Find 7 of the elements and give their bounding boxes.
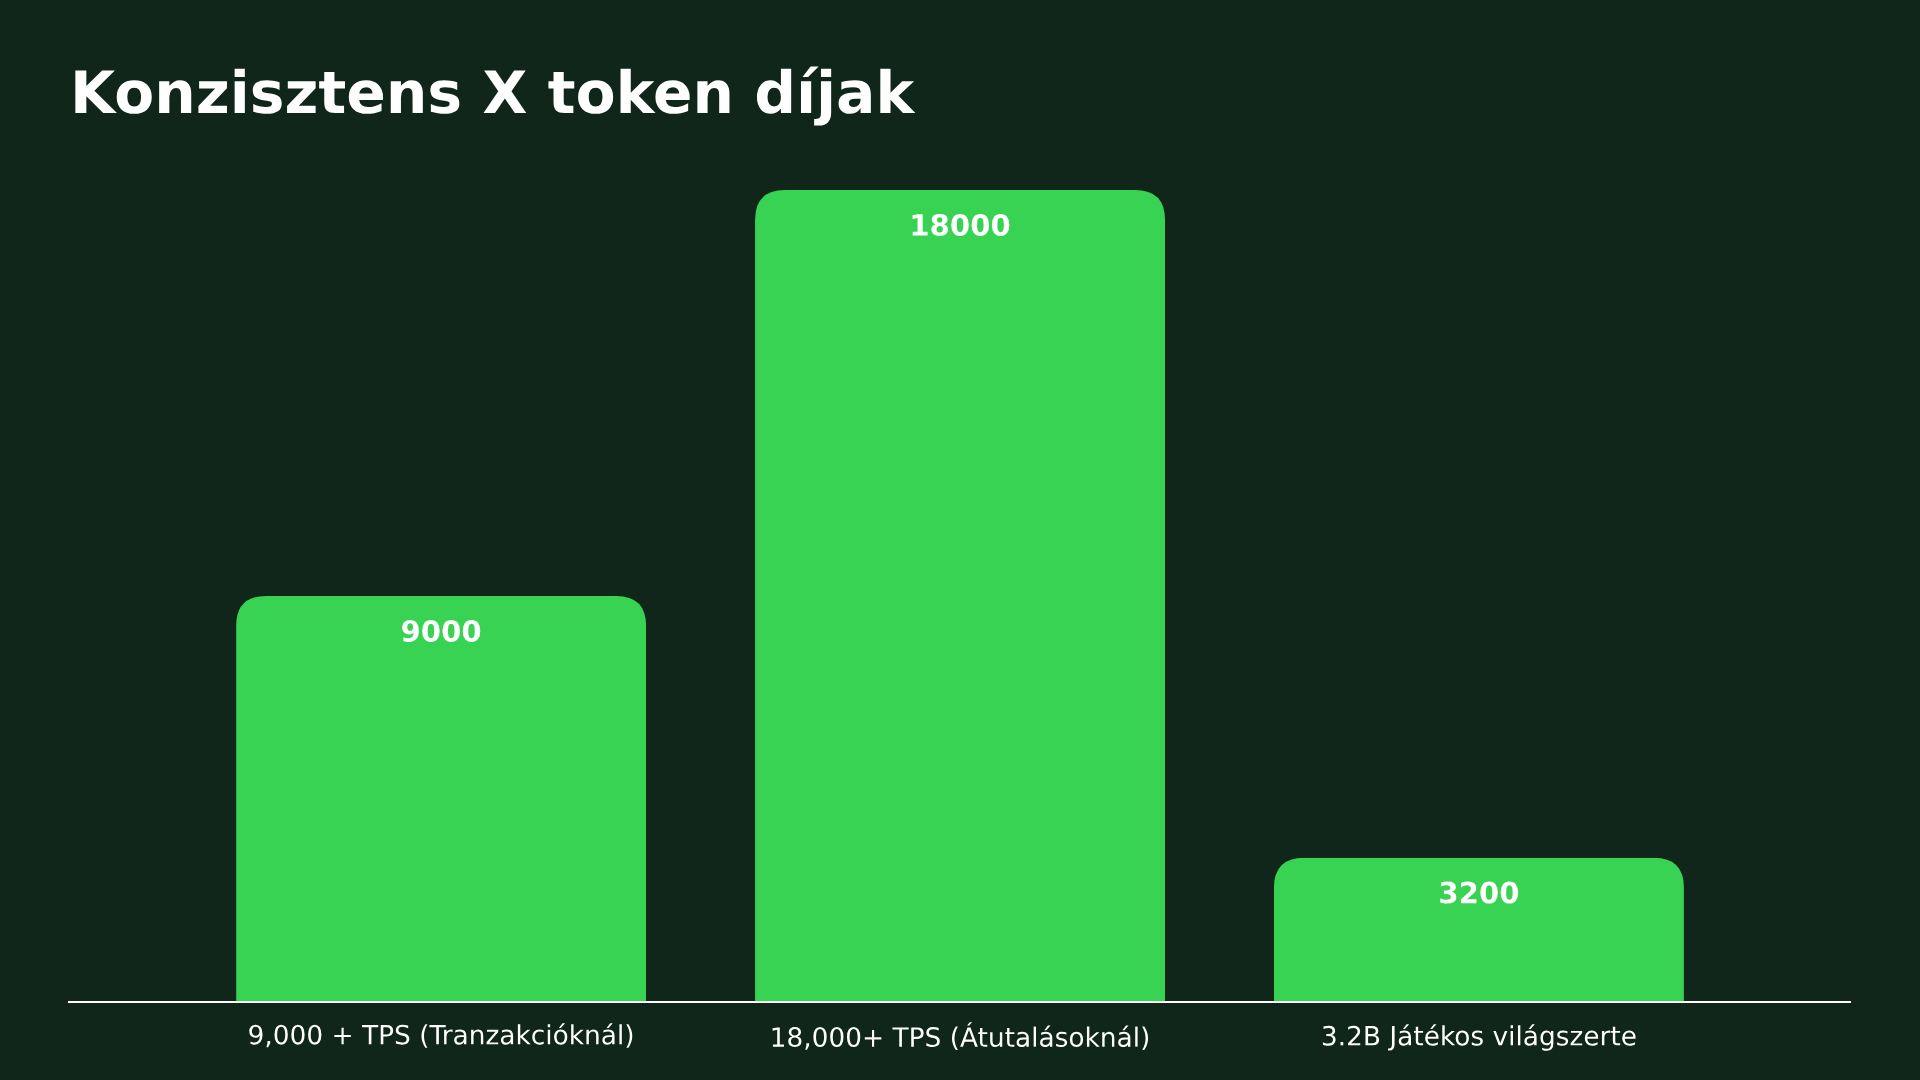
x-tick-label: 9,000 + TPS (Tranzakcióknál) xyxy=(249,1023,633,1048)
x-tick-label: 18,000+ TPS (Átutalásoknál) xyxy=(772,1022,1149,1051)
data-label: 18000 xyxy=(912,213,1010,236)
data-label: 9000 xyxy=(402,619,481,642)
data-label: 3200 xyxy=(1440,881,1519,904)
chart-title: Konzisztens X token díjak xyxy=(75,66,916,126)
x-tick-label: 3.2B Játékos világszerte xyxy=(1322,1024,1636,1051)
